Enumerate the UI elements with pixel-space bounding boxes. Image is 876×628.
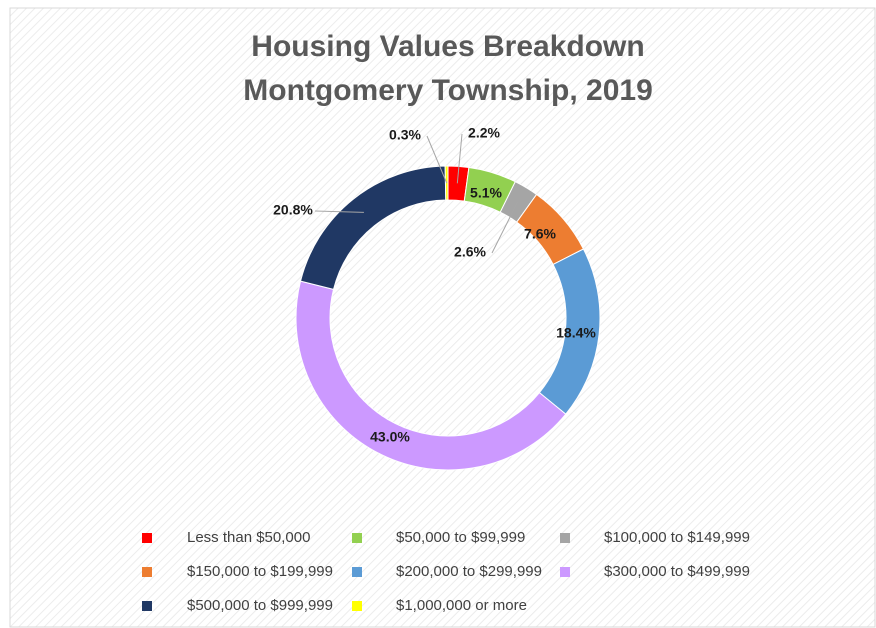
legend-marker bbox=[142, 601, 152, 611]
legend-marker bbox=[142, 533, 152, 543]
data-label: 0.3% bbox=[389, 127, 421, 143]
legend-label: $100,000 to $149,999 bbox=[604, 529, 750, 546]
legend-label: $50,000 to $99,999 bbox=[396, 529, 525, 546]
legend-label: $200,000 to $299,999 bbox=[396, 563, 542, 580]
legend-label: $500,000 to $999,999 bbox=[187, 597, 333, 614]
legend-marker bbox=[352, 567, 362, 577]
chart-title: Housing Values Breakdown bbox=[251, 30, 644, 63]
legend-marker bbox=[352, 533, 362, 543]
legend-label: $150,000 to $199,999 bbox=[187, 563, 333, 580]
leader-line bbox=[491, 202, 518, 254]
data-label: 2.6% bbox=[454, 244, 486, 260]
legend-marker bbox=[560, 533, 570, 543]
leader-line bbox=[314, 210, 364, 213]
leader-line bbox=[426, 135, 448, 184]
legend-marker bbox=[352, 601, 362, 611]
chart-title: Montgomery Township, 2019 bbox=[243, 74, 653, 107]
legend-label: Less than $50,000 bbox=[187, 529, 310, 546]
data-label: 2.2% bbox=[468, 125, 500, 141]
legend-label: $1,000,000 or more bbox=[396, 597, 527, 614]
data-label: 7.6% bbox=[524, 226, 556, 242]
data-label: 43.0% bbox=[370, 429, 410, 445]
legend-marker bbox=[142, 567, 152, 577]
data-label: 18.4% bbox=[556, 325, 596, 341]
data-label: 20.8% bbox=[273, 202, 313, 218]
legend-label: $300,000 to $499,999 bbox=[604, 563, 750, 580]
data-label: 5.1% bbox=[470, 185, 502, 201]
legend-marker bbox=[560, 567, 570, 577]
leader-line bbox=[456, 133, 463, 184]
chart-area bbox=[9, 7, 876, 628]
